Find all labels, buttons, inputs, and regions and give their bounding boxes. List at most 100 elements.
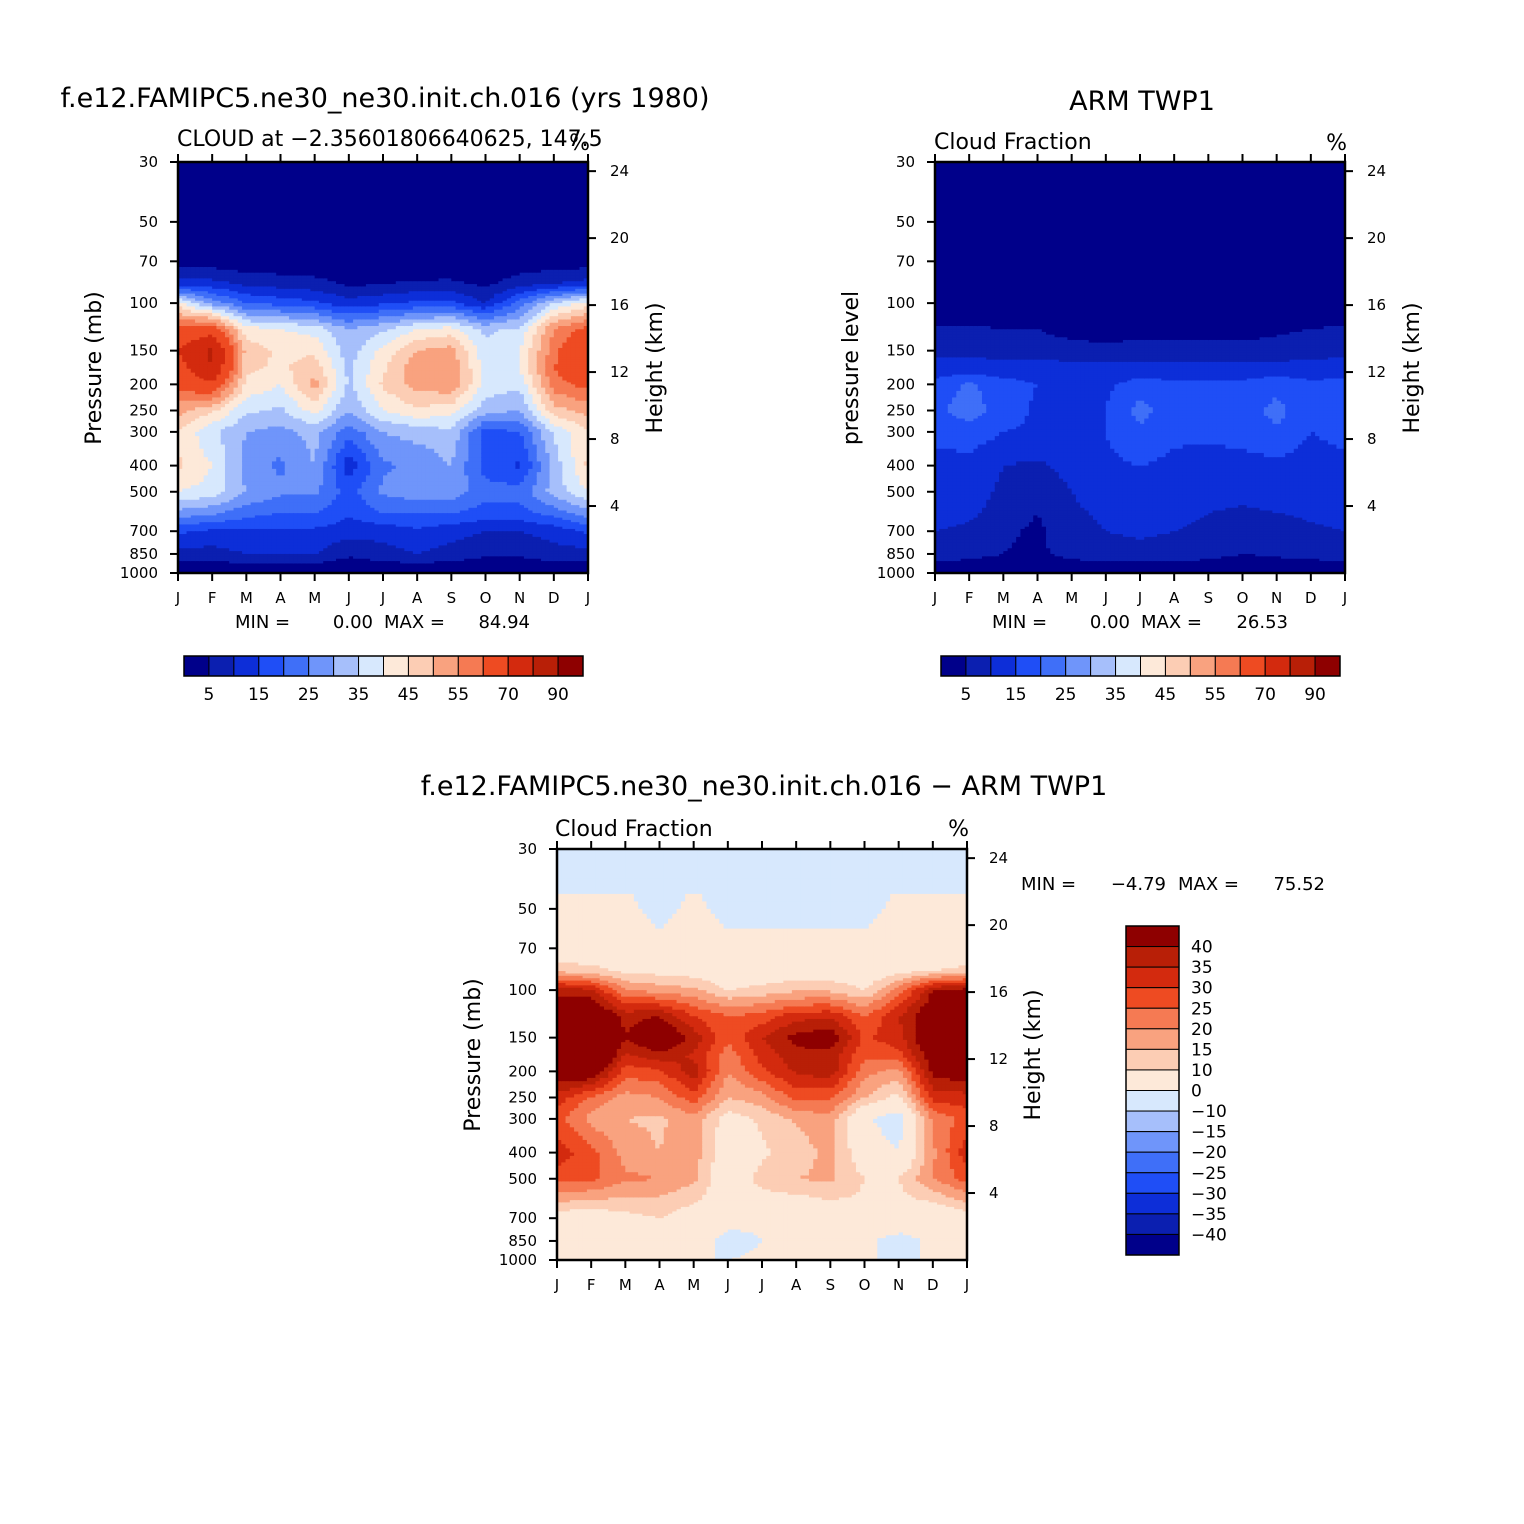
- contour-cell: [374, 286, 380, 290]
- contour-cell: [553, 267, 559, 271]
- contour-cell: [199, 281, 205, 285]
- contour-cell: [549, 291, 555, 295]
- contour-cell: [199, 300, 205, 304]
- contour-cell: [233, 322, 239, 327]
- contour-cell: [242, 264, 247, 268]
- contour-cell: [472, 300, 478, 304]
- contour-cell: [506, 295, 512, 299]
- contour-cell: [391, 221, 397, 228]
- contour-cell: [306, 191, 311, 201]
- contour-cell: [306, 309, 311, 314]
- contour-cell: [237, 293, 243, 297]
- contour-cell: [545, 264, 551, 268]
- contour-cell: [519, 275, 525, 279]
- contour-cell: [246, 295, 252, 299]
- contour-cell: [314, 226, 320, 233]
- contour-cell: [178, 226, 183, 233]
- contour-cell: [336, 286, 341, 290]
- contour-cell: [489, 267, 495, 271]
- contour-cell: [250, 286, 256, 290]
- contour-cell: [511, 295, 516, 299]
- contour-cell: [519, 284, 525, 288]
- contour-cell: [310, 184, 316, 193]
- contour-cell: [541, 214, 546, 223]
- contour-cell: [464, 191, 470, 201]
- contour-cell: [284, 322, 290, 327]
- contour-cell: [583, 298, 589, 302]
- contour-cell: [271, 326, 277, 330]
- contour-cell: [259, 309, 265, 314]
- contour-cell: [340, 312, 346, 317]
- contour-cell: [207, 236, 213, 243]
- contour-cell: [348, 298, 354, 302]
- contour-cell: [566, 286, 572, 290]
- contour-cell: [271, 322, 277, 327]
- contour-cell: [489, 272, 495, 277]
- contour-cell: [438, 246, 444, 253]
- contour-cell: [289, 326, 294, 330]
- contour-cell: [276, 281, 282, 285]
- contour-cell: [220, 288, 226, 292]
- contour-cell: [293, 300, 299, 304]
- contour-cell: [178, 264, 183, 268]
- contour-cell: [506, 312, 512, 317]
- contour-cell: [353, 236, 358, 243]
- contour-cell: [186, 303, 192, 307]
- contour-cell: [541, 312, 546, 317]
- contour-cell: [562, 199, 568, 208]
- contour-cell: [408, 322, 414, 327]
- contour-cell: [190, 293, 196, 297]
- contour-cell: [242, 221, 247, 228]
- contour-cell: [212, 293, 218, 297]
- contour-cell: [344, 284, 350, 288]
- contour-cell: [506, 241, 512, 248]
- contour-cell: [224, 312, 230, 317]
- contour-cell: [400, 199, 405, 208]
- contour-cell: [224, 236, 230, 243]
- contour-cell: [553, 184, 559, 193]
- contour-cell: [494, 199, 499, 208]
- contour-cell: [186, 295, 192, 299]
- contour-cell: [378, 184, 384, 193]
- contour-cell: [506, 184, 512, 193]
- contour-cell: [417, 256, 423, 262]
- contour-cell: [263, 347, 269, 352]
- contour-cell: [229, 331, 235, 336]
- contour-cell: [344, 162, 350, 171]
- contour-cell: [566, 303, 572, 307]
- contour-cell: [254, 176, 260, 186]
- contour-cell: [246, 272, 252, 277]
- contour-cell: [336, 295, 341, 299]
- contour-cell: [532, 267, 538, 271]
- contour-cell: [216, 275, 222, 279]
- contour-cell: [310, 256, 316, 262]
- contour-cell: [267, 184, 273, 193]
- contour-cell: [511, 214, 516, 223]
- contour-cell: [421, 236, 427, 243]
- contour-cell: [387, 162, 393, 171]
- contour-cell: [293, 221, 299, 228]
- contour-cell: [237, 176, 243, 186]
- contour-cell: [511, 316, 516, 321]
- contour-cell: [297, 316, 303, 321]
- contour-cell: [464, 298, 470, 302]
- contour-cell: [353, 256, 358, 262]
- contour-cell: [412, 288, 418, 292]
- contour-cell: [310, 300, 316, 304]
- contour-cell: [212, 286, 218, 290]
- contour-cell: [254, 261, 260, 265]
- contour-cell: [224, 267, 230, 271]
- contour-cell: [336, 214, 341, 223]
- contour-cell: [246, 275, 252, 279]
- contour-cell: [212, 261, 218, 265]
- contour-cell: [447, 169, 452, 178]
- contour-cell: [528, 241, 534, 248]
- contour-cell: [476, 236, 482, 243]
- contour-cell: [224, 284, 230, 288]
- contour-cell: [404, 293, 410, 297]
- contour-cell: [515, 169, 521, 178]
- contour-cell: [237, 288, 243, 292]
- contour-cell: [528, 236, 534, 243]
- contour-cell: [468, 221, 474, 228]
- contour-cell: [203, 284, 209, 288]
